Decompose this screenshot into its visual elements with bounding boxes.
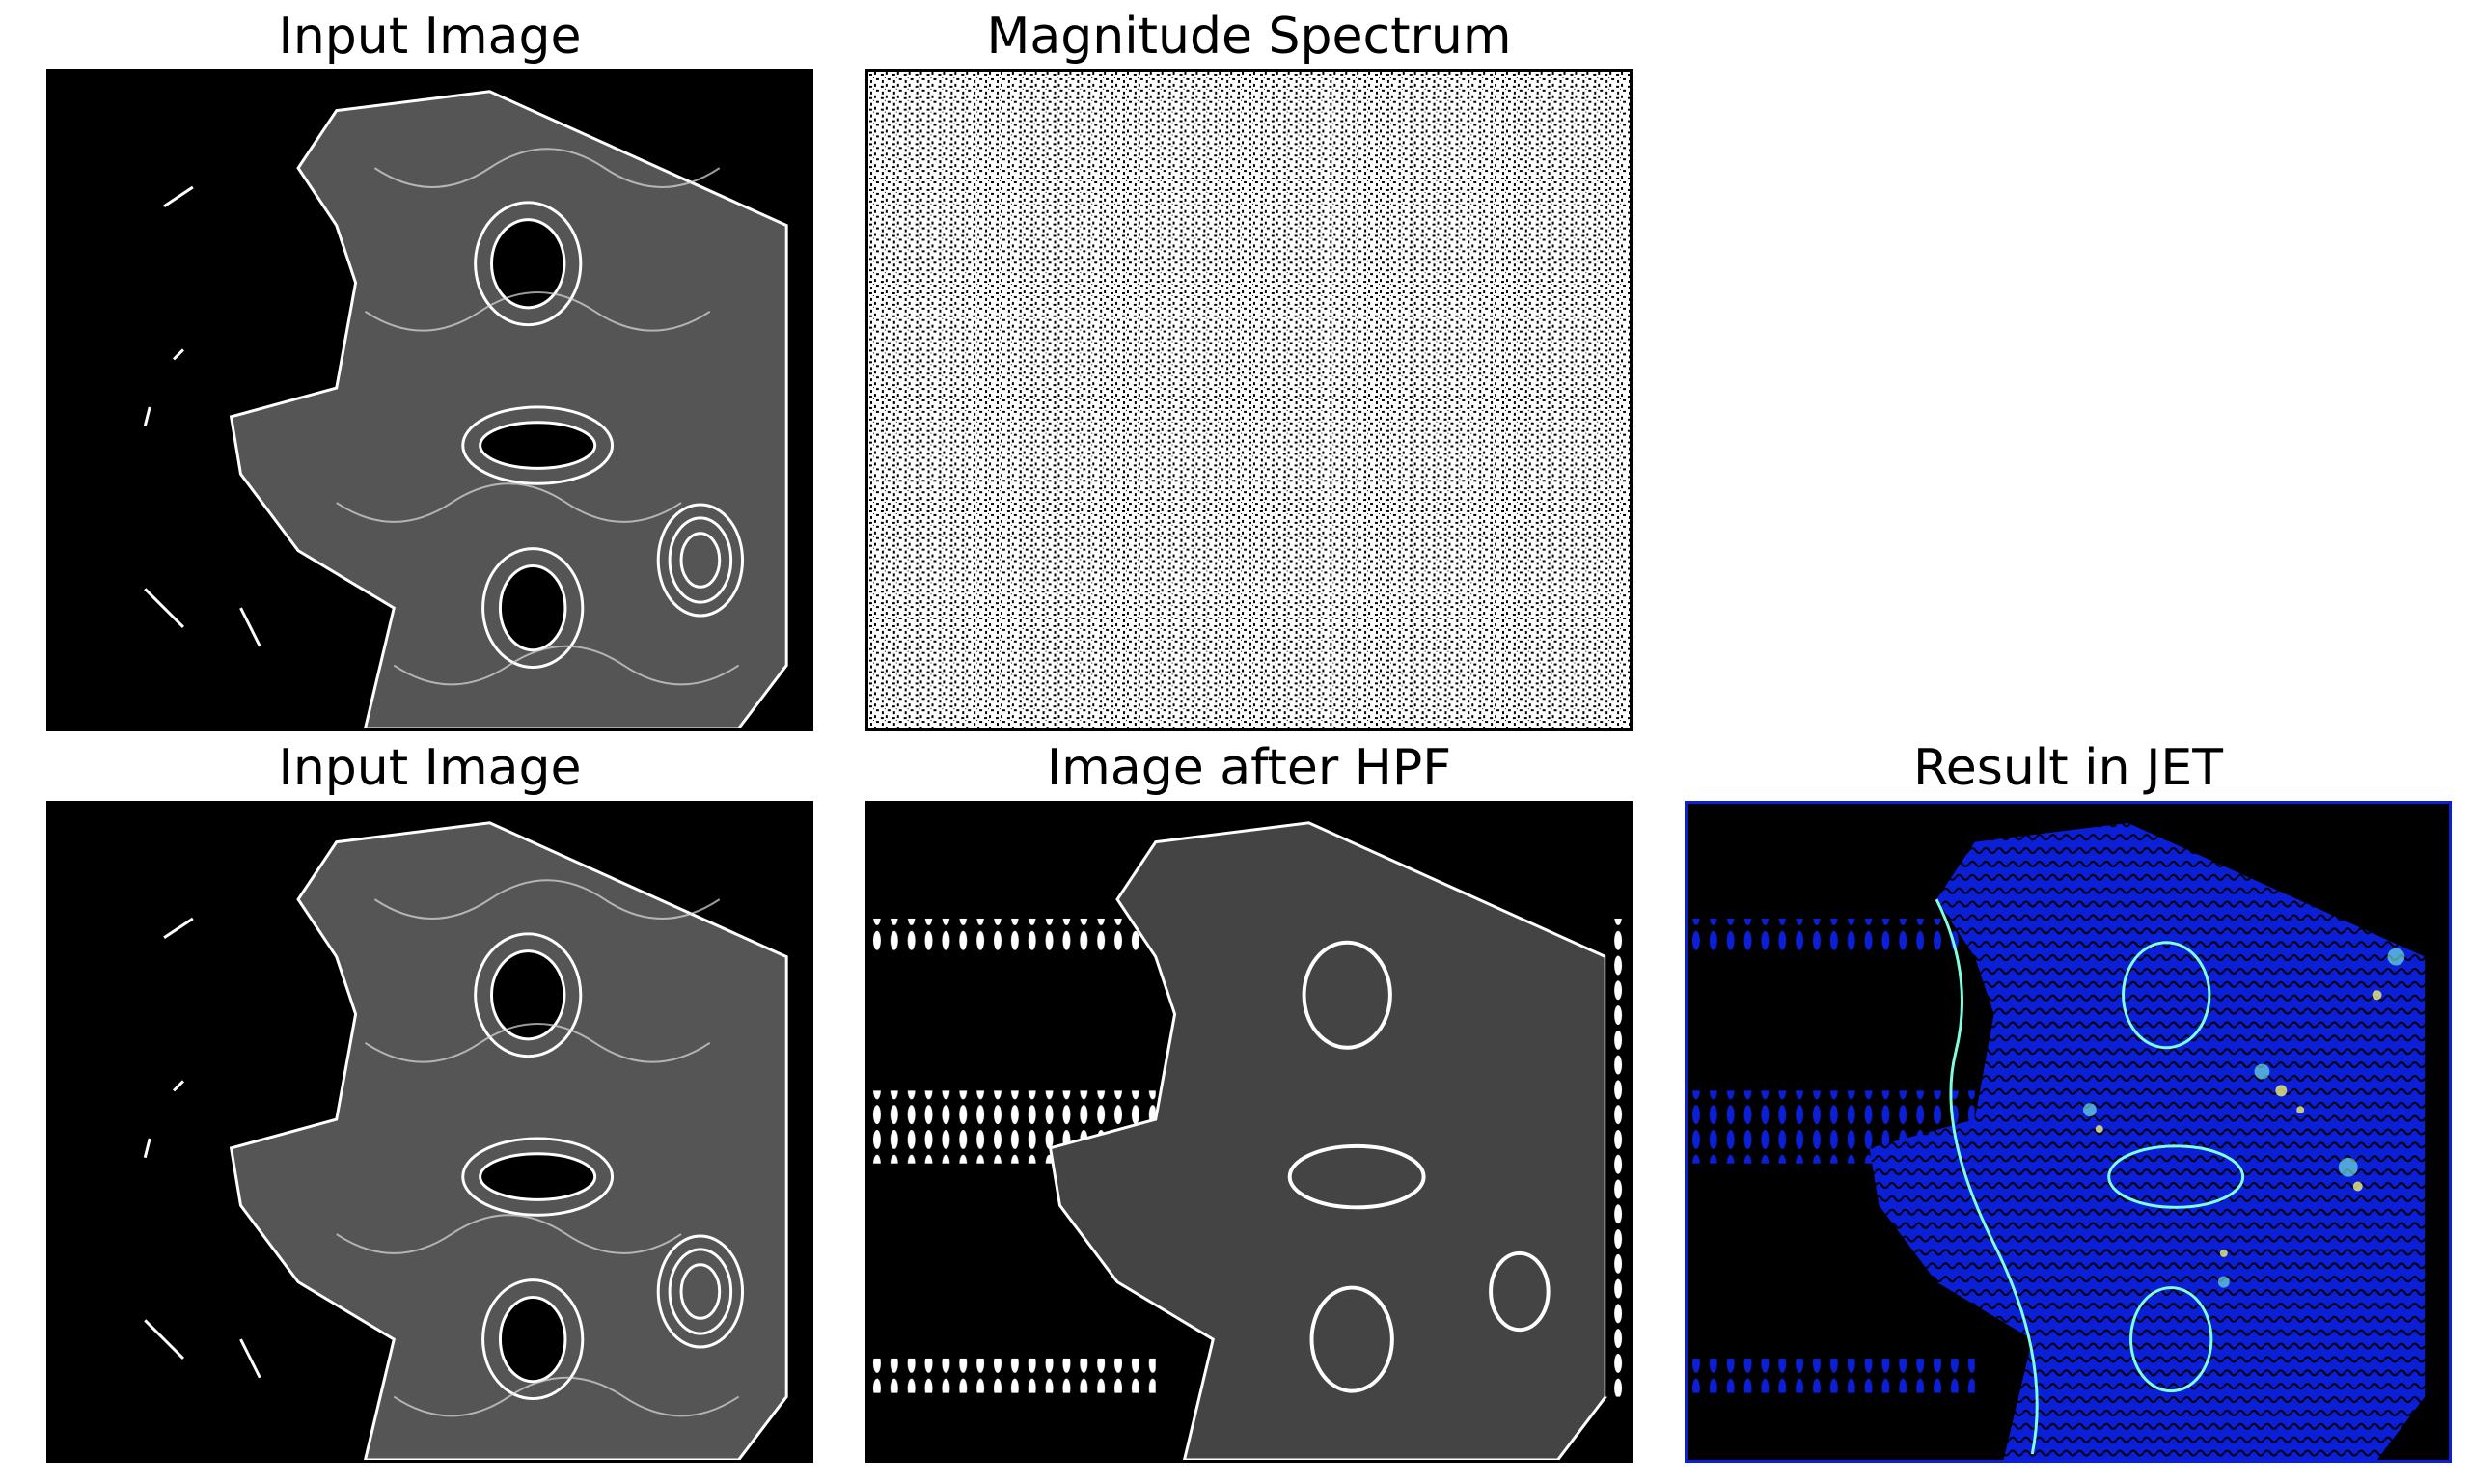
magnitude-spectrum-graphic — [868, 72, 1630, 728]
panel-input-image-top — [46, 69, 813, 731]
result-in-jet-graphic — [1688, 804, 2449, 1460]
input-image-top-graphic — [49, 72, 810, 728]
input-image-bottom-graphic — [49, 804, 810, 1460]
texture-overlay — [336, 148, 740, 686]
image-after-hpf-graphic — [868, 804, 1630, 1460]
panel-image-after-hpf — [865, 801, 1633, 1463]
tissue-edge-pattern — [143, 90, 788, 728]
panel-title-input-image-bottom: Input Image — [278, 739, 582, 797]
panel-title-magnitude-spectrum: Magnitude Spectrum — [986, 8, 1512, 66]
panel-title-input-image-top: Input Image — [278, 8, 582, 66]
panel-title-image-after-hpf: Image after HPF — [1046, 739, 1452, 797]
panel-magnitude-spectrum — [865, 69, 1633, 731]
panel-title-result-in-jet: Result in JET — [1912, 739, 2224, 797]
panel-input-image-bottom — [46, 801, 813, 1463]
panel-result-in-jet — [1685, 801, 2452, 1463]
